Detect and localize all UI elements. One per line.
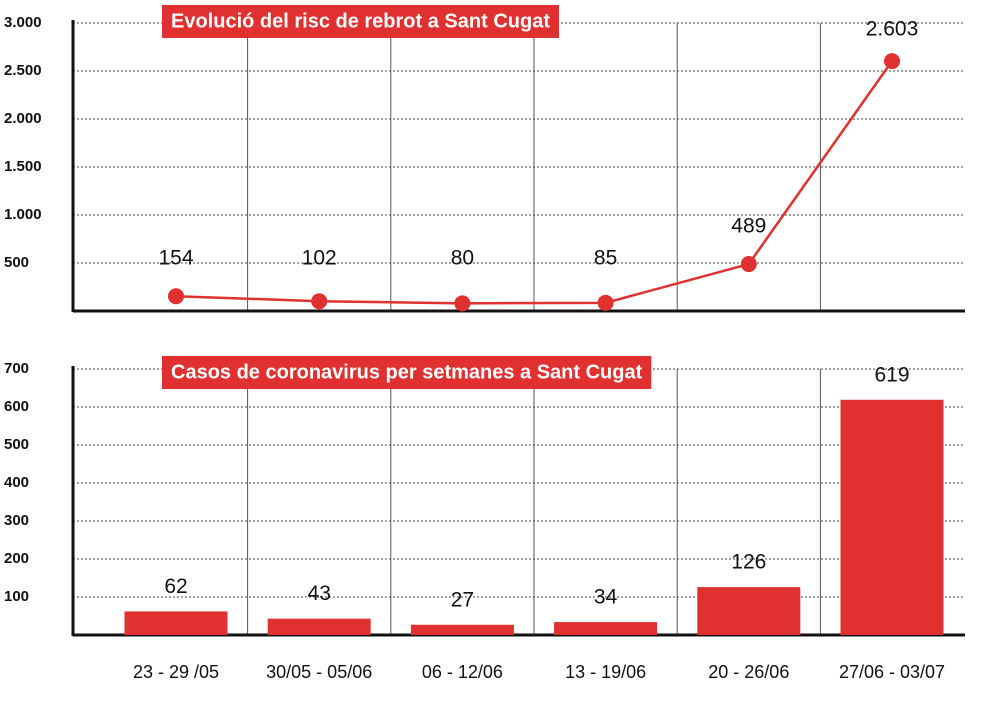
chart-title: Evolució del risc de rebrot a Sant Cugat xyxy=(171,10,550,32)
value-label: 2.603 xyxy=(866,18,919,41)
value-label: 489 xyxy=(731,215,766,238)
y-tick-label: 1.500 xyxy=(4,158,42,175)
y-tick-label: 600 xyxy=(4,398,29,415)
y-tick-label: 500 xyxy=(4,254,29,271)
point xyxy=(311,293,328,310)
value-label: 126 xyxy=(731,551,766,574)
value-label: 102 xyxy=(302,247,337,270)
value-label: 34 xyxy=(594,586,618,609)
x-tick-label: 06 - 12/06 xyxy=(422,662,503,682)
y-tick-label: 100 xyxy=(4,588,29,605)
y-tick-label: 300 xyxy=(4,512,29,529)
x-tick-label: 23 - 29 /05 xyxy=(133,662,219,682)
line xyxy=(175,60,894,305)
value-label: 85 xyxy=(594,247,617,270)
y-tick-label: 400 xyxy=(4,474,29,491)
value-label: 154 xyxy=(158,247,193,270)
point xyxy=(597,294,614,311)
y-tick-label: 2.500 xyxy=(4,62,42,79)
value-label: 62 xyxy=(164,575,187,598)
bar xyxy=(554,622,658,635)
x-tick-label: 20 - 26/06 xyxy=(708,662,789,682)
bar xyxy=(410,624,514,635)
value-label: 619 xyxy=(874,363,909,386)
value-label: 80 xyxy=(451,247,474,270)
bar xyxy=(697,587,801,635)
bar xyxy=(267,618,371,635)
y-tick-label: 200 xyxy=(4,550,29,567)
y-tick-label: 700 xyxy=(4,360,29,377)
title-box xyxy=(162,356,652,389)
y-tick-label: 1.000 xyxy=(4,206,42,223)
point xyxy=(884,53,900,70)
point xyxy=(168,288,184,305)
title-box xyxy=(162,5,559,38)
bar xyxy=(840,399,944,635)
point xyxy=(740,256,757,273)
x-tick-label: 27/06 - 03/07 xyxy=(839,662,945,682)
y-tick-label: 500 xyxy=(4,436,29,453)
x-tick-label: 30/05 - 05/06 xyxy=(266,662,372,682)
value-label: 43 xyxy=(308,582,331,605)
y-tick-label: 3.000 xyxy=(4,14,42,31)
bar xyxy=(124,611,228,635)
x-tick-label: 13 - 19/06 xyxy=(565,662,646,682)
point xyxy=(454,295,471,312)
chart-title: Casos de coronavirus per setmanes a Sant… xyxy=(171,361,643,383)
y-tick-label: 2.000 xyxy=(4,110,42,127)
value-label: 27 xyxy=(451,588,474,611)
